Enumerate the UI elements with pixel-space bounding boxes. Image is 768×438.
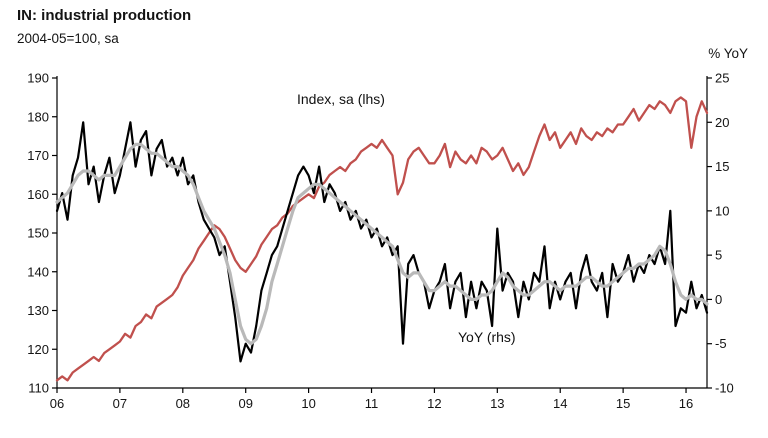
left-axis-tick-label: 180 bbox=[27, 109, 49, 124]
series-label-index: Index, sa (lhs) bbox=[297, 91, 385, 107]
x-axis-tick-label: 09 bbox=[238, 396, 252, 411]
left-axis-tick-label: 150 bbox=[27, 226, 49, 241]
x-axis-tick-label: 14 bbox=[553, 396, 567, 411]
x-axis-tick-label: 07 bbox=[113, 396, 127, 411]
right-axis-tick-label: 20 bbox=[715, 115, 729, 130]
left-axis-tick-label: 110 bbox=[28, 381, 49, 396]
left-axis-tick-label: 130 bbox=[27, 303, 49, 318]
left-axis-tick-label: 120 bbox=[27, 342, 49, 357]
x-axis-tick-label: 13 bbox=[490, 396, 504, 411]
left-axis-tick-label: 190 bbox=[27, 71, 49, 86]
right-axis-tick-label: -10 bbox=[715, 381, 734, 396]
x-axis-tick-label: 10 bbox=[301, 396, 315, 411]
series-line-right bbox=[55, 121, 709, 363]
left-axis-tick-label: 160 bbox=[27, 187, 49, 202]
left-axis-tick-label: 170 bbox=[27, 148, 49, 163]
left-axis-tick-label: 140 bbox=[27, 264, 49, 279]
x-axis-tick-label: 12 bbox=[427, 396, 441, 411]
series-label-yoy: YoY (rhs) bbox=[458, 329, 516, 345]
right-axis-unit-label: % YoY bbox=[708, 46, 748, 61]
right-axis-tick-label: 10 bbox=[715, 203, 729, 218]
x-axis-tick-label: 06 bbox=[50, 396, 64, 411]
right-axis-tick-label: -5 bbox=[715, 336, 727, 351]
x-axis-tick-label: 15 bbox=[616, 396, 630, 411]
chart-subtitle: 2004-05=100, sa bbox=[17, 31, 119, 46]
right-axis-tick-label: 5 bbox=[715, 248, 722, 263]
series-line-right-smoothed bbox=[55, 142, 709, 346]
x-axis-tick-label: 08 bbox=[176, 396, 190, 411]
x-axis-tick-label: 16 bbox=[679, 396, 693, 411]
right-axis-tick-label: 15 bbox=[715, 159, 729, 174]
right-axis-tick-label: 25 bbox=[715, 71, 729, 86]
series-line-left bbox=[55, 96, 709, 382]
chart-title: IN: industrial production bbox=[17, 7, 192, 24]
x-axis-tick-label: 11 bbox=[365, 396, 379, 411]
right-axis-tick-label: 0 bbox=[715, 292, 722, 307]
